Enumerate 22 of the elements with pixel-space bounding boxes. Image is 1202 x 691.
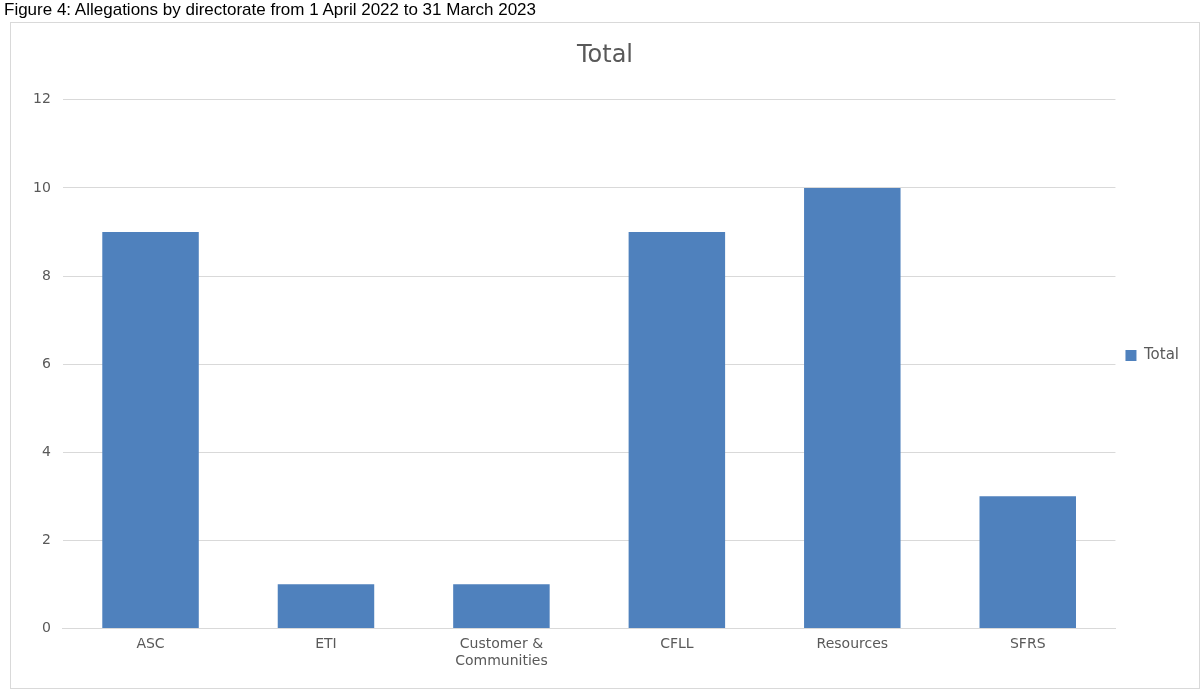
x-tick-label: CFLL: [660, 635, 694, 652]
x-tick-label: Customer & Communities: [455, 635, 548, 669]
y-tick-label: 6: [41, 354, 51, 371]
y-tick-label: 0: [41, 619, 51, 636]
legend-label: Total: [1142, 345, 1180, 364]
y-tick-label: 12: [32, 90, 51, 107]
chart-title: Total: [575, 39, 634, 68]
y-tick-label: 10: [32, 178, 51, 195]
x-tick-label: SFRS: [1009, 635, 1046, 652]
bar: [804, 187, 901, 628]
x-tick-label: Resources: [816, 635, 889, 652]
bar: [979, 496, 1076, 628]
bar: [277, 584, 375, 628]
x-tick-label: ETI: [315, 635, 337, 652]
bar: [453, 584, 550, 628]
y-tick-label: 2: [41, 530, 51, 547]
y-tick-label: 4: [41, 442, 51, 459]
caption: Figure 4: Allegations by directorate from 1 April 2022 to 31 March 2023: [4, 0, 537, 20]
x-tick-label: ASC: [136, 635, 165, 652]
bar: [628, 231, 726, 628]
y-tick-label: 8: [41, 266, 51, 283]
bar: [102, 231, 199, 628]
